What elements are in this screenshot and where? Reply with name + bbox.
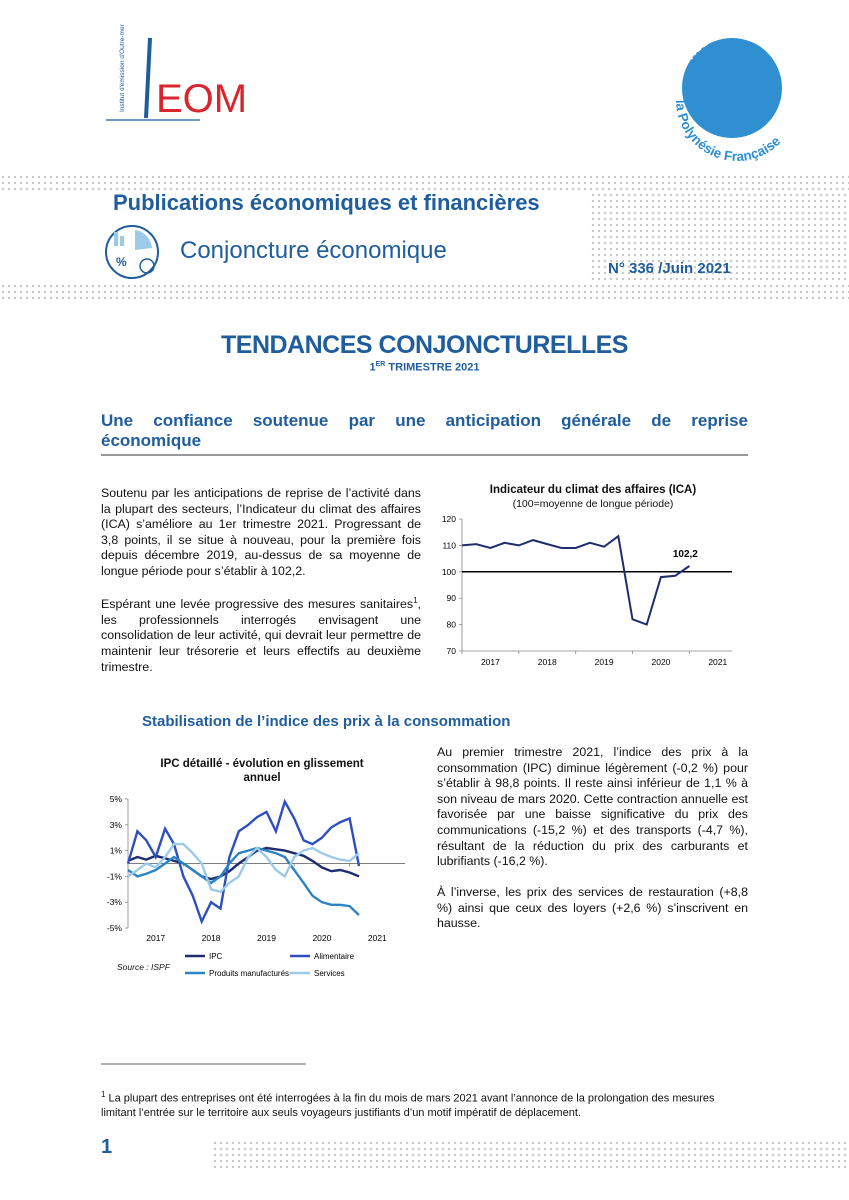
x-tick-label: 2018 bbox=[202, 933, 221, 943]
icon-pie bbox=[135, 230, 152, 250]
y-tick-label: 70 bbox=[447, 646, 457, 656]
y-tick-label: -5% bbox=[107, 923, 123, 933]
footnote-number: 1 bbox=[101, 1090, 106, 1099]
x-tick-label: 2020 bbox=[312, 933, 331, 943]
x-tick-label: 2017 bbox=[481, 657, 500, 667]
subtitle-rest: TRIMESTRE 2021 bbox=[388, 361, 480, 374]
series-line bbox=[126, 798, 361, 925]
y-tick-label: 100 bbox=[442, 567, 456, 577]
series-line bbox=[127, 842, 360, 894]
chart-title: Indicateur du climat des affaires (ICA) bbox=[489, 484, 697, 496]
y-tick-label: 80 bbox=[447, 620, 457, 630]
icon-circle bbox=[139, 258, 155, 274]
logo-stroke bbox=[144, 37, 152, 119]
dot-band bbox=[0, 174, 849, 192]
subtitle: 1ER TRIMESTRE 2021 bbox=[0, 361, 849, 374]
y-tick-label: 110 bbox=[442, 540, 456, 550]
x-tick-label: 2019 bbox=[595, 657, 614, 667]
section-icon bbox=[105, 225, 159, 279]
chart-title: IPC détaillé - évolution en glissement a… bbox=[160, 758, 364, 784]
legend-label: IPC bbox=[209, 952, 223, 961]
subtitle-sup: ER bbox=[375, 361, 386, 368]
para4: À l’inverse, les prix des services de re… bbox=[437, 885, 748, 931]
title: TENDANCES CONJONCTURELLES bbox=[221, 331, 628, 359]
footnote-text: La plupart des entreprises ont été inter… bbox=[101, 1092, 715, 1120]
x-tick-label: 2020 bbox=[651, 657, 670, 667]
x-tick-label: 2017 bbox=[146, 933, 165, 943]
section: Conjoncture économique bbox=[180, 237, 447, 264]
icon-bar bbox=[114, 232, 118, 246]
y-tick-label: 5% bbox=[110, 794, 123, 804]
x-tick-label: 2021 bbox=[368, 933, 387, 943]
chart-subtitle: (100=moyenne de longue période) bbox=[512, 498, 674, 510]
legend-label: Produits manufacturés bbox=[209, 969, 289, 978]
heading1: Une confiance soutenue par une anticipat… bbox=[101, 411, 748, 450]
series-line bbox=[461, 534, 690, 626]
agency-circle bbox=[682, 38, 782, 138]
subtitle-number: 1 bbox=[369, 361, 376, 374]
chart-source: Source : ISPF bbox=[117, 962, 170, 972]
logo-sub: Institut d'émission d'Outre-mer bbox=[119, 23, 126, 112]
x-tick-label: 2018 bbox=[538, 657, 557, 667]
note-ref: 1 bbox=[413, 596, 418, 605]
footnote: 1 La plupart des entreprises ont été int… bbox=[101, 1088, 748, 1121]
y-tick-label: 120 bbox=[442, 514, 456, 524]
series-line bbox=[127, 846, 360, 881]
data-label: 102,2 bbox=[673, 549, 698, 560]
icon-bar bbox=[120, 236, 124, 246]
x-tick-label: 2019 bbox=[257, 933, 276, 943]
legend-label: Alimentaire bbox=[314, 952, 355, 961]
y-tick-label: 3% bbox=[110, 820, 123, 830]
publications: Publications économiques et financières bbox=[113, 190, 540, 215]
para2: Espérant une levée progressive des mesur… bbox=[101, 593, 421, 675]
para2-text: , les professionnels interrogés envisage… bbox=[101, 597, 421, 674]
para2-text: Espérant une levée progressive des mesur… bbox=[101, 597, 414, 612]
y-tick-label: 90 bbox=[447, 593, 457, 603]
dot-band bbox=[0, 283, 849, 301]
series-line bbox=[127, 846, 360, 916]
y-tick-label: -3% bbox=[107, 897, 123, 907]
legend-label: Services bbox=[314, 969, 345, 978]
issue: N° 336 /Juin 2021 bbox=[608, 260, 731, 277]
y-tick-label: 1% bbox=[110, 846, 123, 856]
dot-band bbox=[212, 1140, 849, 1170]
icon-percent: % bbox=[116, 255, 127, 269]
y-tick-label: -1% bbox=[107, 871, 123, 881]
dot-band bbox=[590, 192, 849, 283]
x-tick-label: 2021 bbox=[708, 657, 727, 667]
page-number: 1 bbox=[101, 1136, 113, 1158]
heading2: Stabilisation de l’indice des prix à la … bbox=[142, 713, 511, 730]
para3: Au premier trimestre 2021, l’indice des … bbox=[437, 745, 748, 869]
para1: Soutenu par les anticipations de reprise… bbox=[101, 486, 421, 578]
logo-text: EOM bbox=[156, 77, 247, 121]
